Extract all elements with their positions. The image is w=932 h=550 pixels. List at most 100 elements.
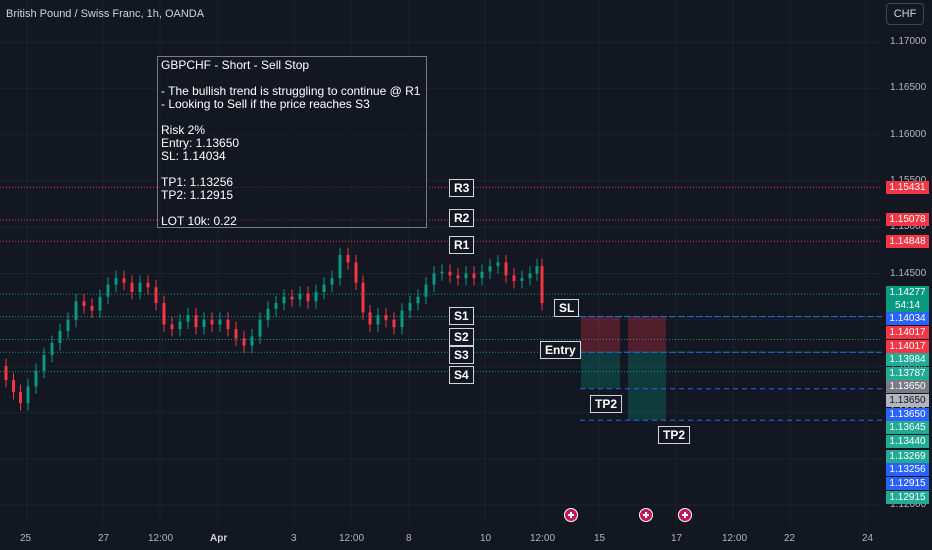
level-label-s4[interactable]: S4 [449,366,474,384]
candle-body [218,319,222,325]
candle-body [242,338,246,346]
candle-body [330,278,334,285]
candle-body [322,284,326,293]
price-tag: 1.15078 [886,213,929,226]
price-tag: 1.12915 [886,491,929,504]
note-line: Risk 2% [161,123,206,137]
candle-body [66,319,70,331]
candle-body [290,296,294,300]
time-axis-label: 10 [480,533,492,544]
note-line: - The bullish trend is struggling to con… [161,84,421,98]
stop-loss-label[interactable]: SL [554,299,580,317]
candle-body [376,315,380,325]
level-label-r3[interactable]: R3 [449,179,475,197]
candle-body [154,287,158,304]
currency-button[interactable]: CHF [886,3,924,25]
time-axis-label: 22 [784,533,796,544]
candle-body [26,386,30,404]
candle-body [440,271,444,274]
candle-body [464,273,468,279]
price-tag: 1.13650 [886,380,929,393]
candle-body [535,266,539,274]
candle-body [282,296,286,304]
time-axis-label: 15 [594,533,606,544]
price-tag: 1.13650 [886,408,929,421]
level-label-s1[interactable]: S1 [449,307,474,325]
candle-body [19,392,22,404]
price-tag: 54:14 [886,299,929,312]
time-axis-label: 17 [671,533,683,544]
price-tag: 1.13256 [886,463,929,476]
candle-body [42,354,46,371]
candle-body [512,275,516,281]
candle-body [138,282,142,293]
candle-body [456,275,460,279]
candle-body [408,303,412,311]
candle-body [250,336,254,346]
time-axis-label: 3 [291,533,297,544]
take-profit-label[interactable]: TP2 [590,395,623,413]
note-line: - Looking to Sell if the price reaches S… [161,97,370,111]
price-tag: 1.13650 [886,394,929,407]
candle-body [392,319,396,328]
price-axis-tick: 1.16500 [890,82,927,94]
uk-flag-event-icon[interactable] [678,508,692,522]
candle-body [274,303,278,309]
note-line: TP1: 1.13256 [161,175,234,189]
candle-body [12,379,15,393]
price-tag: 1.13787 [886,367,929,380]
note-line: TP2: 1.12915 [161,188,234,202]
candle-body [520,278,524,281]
stop-loss-zone [581,316,620,353]
candle-body [400,310,404,328]
uk-flag-event-icon[interactable] [564,508,578,522]
note-line: SL: 1.14034 [161,149,226,163]
level-label-r2[interactable]: R2 [449,209,475,227]
candle-body [448,271,452,276]
time-axis-label: Apr [210,533,228,544]
uk-flag-event-icon[interactable] [639,508,653,522]
trade-note[interactable]: GBPCHF - Short - Sell Stop - The bullish… [157,56,427,228]
candle-body [4,366,8,380]
take-profit-label[interactable]: TP2 [658,426,691,444]
candle-body [58,330,62,343]
price-tag: 1.14017 [886,326,929,339]
time-axis-label: 8 [406,533,412,544]
candle-body [178,321,182,330]
price-axis-tick: 1.15500 [890,175,926,186]
note-line: Entry: 1.13650 [161,136,240,150]
stop-loss-zone [628,316,666,353]
candle-body [432,273,436,285]
price-axis-tick: 1.14500 [890,267,927,279]
price-tag: 1.12915 [886,477,929,490]
entry-label[interactable]: Entry [540,341,581,359]
level-label-s3[interactable]: S3 [449,346,474,364]
candle-body [130,282,134,293]
level-label-r1[interactable]: R1 [449,236,475,254]
candle-body [540,266,544,304]
time-axis-label: 12:00 [148,533,174,544]
price-tag: 1.13984 [886,353,929,366]
price-tag: 1.14848 [886,235,929,248]
candle-body [74,301,78,320]
candle-body [258,319,262,337]
candle-body [114,278,118,285]
candle-body [488,266,492,272]
candle-body [416,296,420,304]
price-tag: 1.14017 [886,340,929,353]
note-line: LOT 10k: 0.22 [161,214,237,228]
time-axis-label: 12:00 [339,533,365,544]
candle-body [194,315,198,328]
candle-body [202,319,206,328]
price-axis-tick: 1.16000 [890,128,927,140]
candle-body [226,319,230,330]
candle-body [361,282,365,313]
time-axis-label: 12:00 [722,533,748,544]
candle-body [122,278,126,283]
take-profit-zone [581,352,620,389]
candle-body [306,293,310,302]
candle-body [504,262,508,276]
time-axis-label: 24 [862,533,874,544]
level-label-s2[interactable]: S2 [449,328,474,346]
